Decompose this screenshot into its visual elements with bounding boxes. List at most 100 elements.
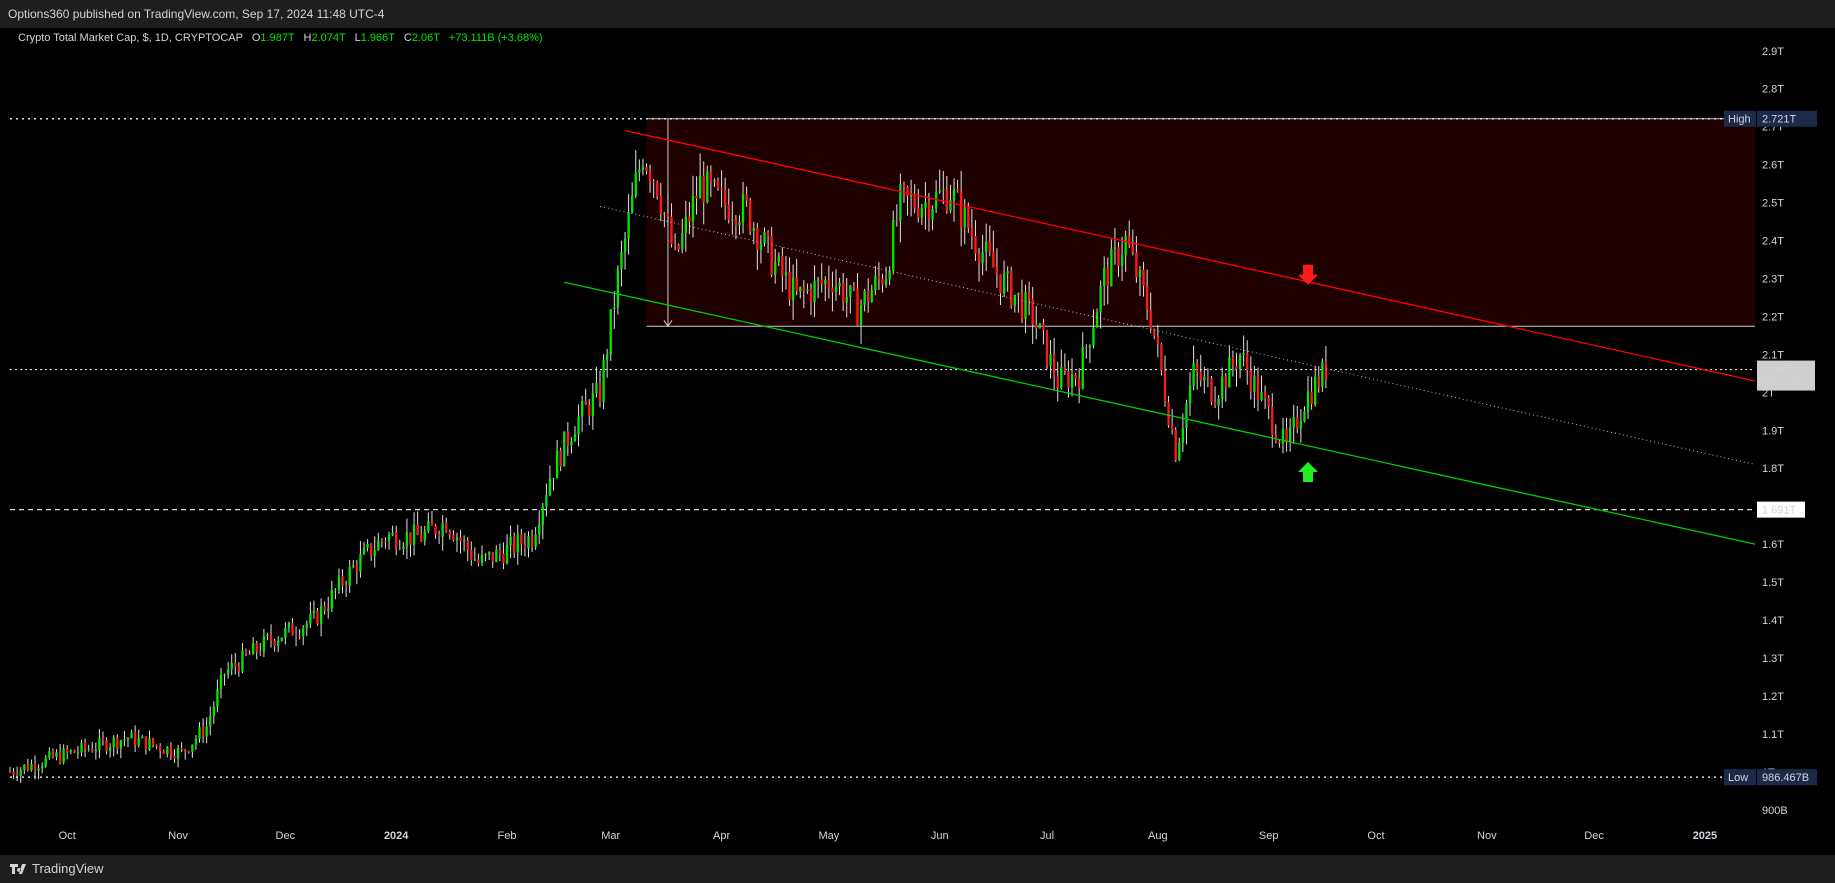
candle-down [659, 195, 662, 215]
candle-down [1045, 330, 1049, 366]
candle-up [212, 706, 215, 717]
candle-down [745, 194, 748, 201]
candle-up [387, 534, 391, 542]
candle-up [455, 537, 459, 541]
candle-down [1213, 401, 1217, 406]
candle-up [230, 663, 233, 670]
price-tick-label: 1.1T [1762, 729, 1784, 741]
candle-up [838, 282, 841, 287]
candle-down [913, 195, 916, 209]
time-axis-bg[interactable] [0, 825, 1755, 855]
candle-down [1310, 391, 1313, 405]
candle-down [992, 251, 995, 268]
candle-down [770, 235, 773, 275]
time-tick-label: Nov [1477, 830, 1497, 842]
candle-down [1142, 269, 1145, 286]
candle-up [334, 589, 337, 591]
candle-down [1167, 401, 1170, 426]
price-axis[interactable]: 2.9T2.8T2.7T2.6T2.5T2.4T2.3T2.2T2.1T2T1.… [1762, 46, 1788, 817]
candle-down [1278, 441, 1281, 444]
candle-down [1256, 375, 1260, 400]
candle-up [280, 637, 283, 641]
candle-down [588, 404, 591, 417]
candle-down [1117, 246, 1120, 266]
candle-down [727, 204, 730, 220]
tradingview-logo[interactable]: TradingView [10, 861, 104, 876]
time-tick-label: 2025 [1693, 830, 1717, 842]
candle-up [362, 547, 366, 554]
candle-up [166, 746, 169, 754]
candle-up [874, 275, 877, 291]
candle-up [1238, 354, 1242, 370]
candle-down [756, 228, 759, 250]
price-chart[interactable]: 2.9T 2.8T 2.7T 2.6T 2.5T 2.4T 2.3T 2.2T 2.1T 2T 1.… [0, 28, 1835, 855]
tradingview-icon [10, 863, 26, 874]
candle-up [1120, 255, 1124, 266]
candle-up [738, 222, 741, 226]
candle-up [684, 216, 687, 233]
candle-up [1099, 285, 1102, 313]
candle-up [859, 305, 863, 326]
candle-down [673, 244, 677, 246]
candle-up [691, 195, 695, 222]
last-price-value: 2.06T [1762, 364, 1790, 376]
price-tick-label: 2.5T [1762, 198, 1784, 210]
candle-up [19, 769, 22, 776]
candle-down [416, 524, 419, 535]
candle-up [398, 548, 401, 550]
candle-up [741, 194, 745, 223]
candle-down [477, 559, 480, 564]
candle-down [316, 610, 319, 625]
candle-down [1199, 371, 1202, 381]
price-tick-label: 2.8T [1762, 84, 1784, 96]
high-label-word-bg [1724, 110, 1756, 127]
candle-down [105, 740, 108, 752]
candle-down [448, 531, 451, 535]
candle-down [1163, 370, 1167, 402]
candle-down [1210, 377, 1213, 402]
candle-up [1113, 246, 1117, 249]
candle-up [1038, 323, 1041, 329]
price-tick-label: 1.6T [1762, 539, 1784, 551]
candle-down [970, 227, 974, 237]
candle-down [1027, 292, 1031, 299]
candle-up [137, 738, 140, 746]
candle-up [366, 543, 369, 548]
candle-up [681, 232, 684, 250]
candle-up [194, 738, 198, 745]
candle-down [827, 279, 831, 288]
candle-up [55, 752, 58, 758]
candle-up [1306, 391, 1310, 412]
candle-up [595, 382, 598, 394]
candle-down [530, 536, 534, 547]
candle-up [834, 286, 838, 293]
time-axis[interactable]: Oct Nov Dec 2024 Feb Mar Apr May Jun Jul Aug Sep Oct… [59, 830, 1718, 842]
candle-up [605, 354, 609, 361]
candle-up [563, 431, 566, 467]
candle-up [141, 736, 144, 739]
candle-down [430, 521, 434, 526]
candle-down [523, 544, 527, 549]
channel-top-line [624, 129, 1756, 382]
candle-down [491, 552, 494, 562]
candle-up [1095, 312, 1099, 328]
legend-change: +73.111B (+3.68%) [449, 32, 543, 44]
candle-up [176, 748, 180, 759]
candle-down [466, 540, 469, 551]
candle-down [666, 213, 670, 217]
candle-up [1228, 357, 1231, 388]
level-lines-layer [10, 117, 1755, 778]
price-axis-bg[interactable] [1755, 28, 1835, 855]
candle-down [420, 534, 423, 542]
candle-up [348, 567, 351, 586]
candle-up [405, 532, 409, 547]
candle-up [774, 262, 777, 275]
candle-up [616, 269, 620, 308]
channel-bottom-line [564, 281, 1756, 545]
candle-up [1013, 295, 1016, 306]
footer-bar: TradingView [0, 855, 1835, 883]
chart-canvas[interactable]: 2.9T2.8T2.7T2.6T2.5T2.4T2.3T2.2T2.1T2T1.… [0, 28, 1835, 855]
candle-up [784, 272, 788, 276]
candle-up [763, 231, 766, 244]
candle-up [849, 285, 852, 297]
